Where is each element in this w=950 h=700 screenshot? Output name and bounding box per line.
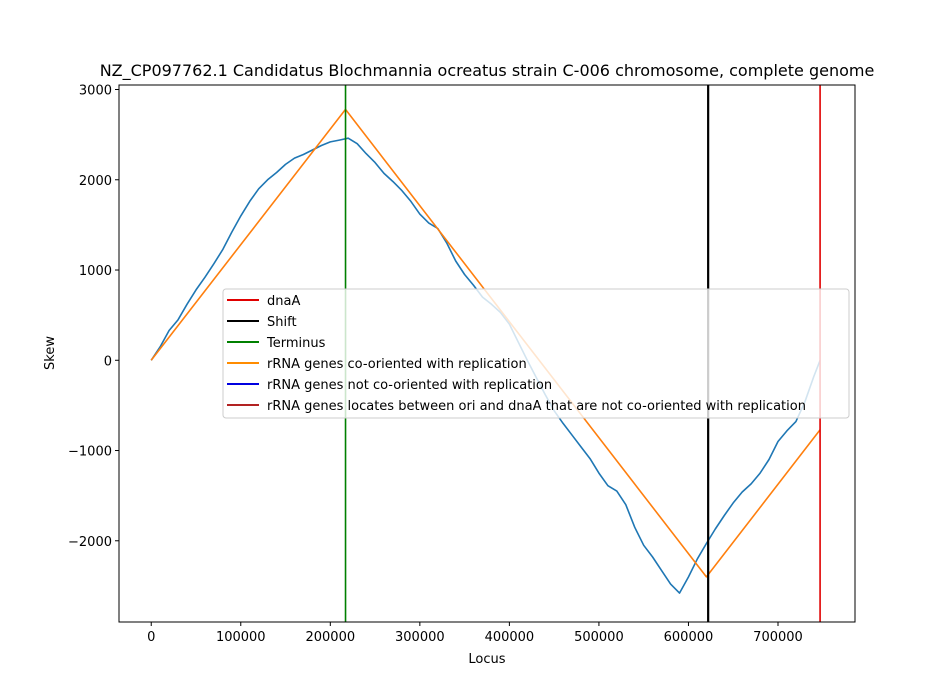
y-tick-label: −2000 (68, 535, 112, 550)
legend-label: Terminus (266, 336, 326, 351)
y-tick-label: −1000 (68, 445, 112, 460)
x-tick-label: 600000 (664, 630, 714, 645)
y-tick-label: 2000 (79, 174, 112, 189)
plot-frame (118, 84, 856, 623)
x-axis: 0 100000 200000 300000 400000 500000 600000 700… (147, 622, 803, 645)
legend-label: rRNA genes not co-oriented with replicat… (267, 378, 552, 393)
x-tick-label: 200000 (305, 630, 355, 645)
legend-label: dnaA (267, 294, 300, 309)
x-tick-label: 0 (147, 630, 155, 645)
x-tick-label: 100000 (216, 630, 266, 645)
x-axis-label: Locus (468, 652, 505, 667)
legend-box (222, 288, 850, 419)
y-tick-label: 3000 (79, 84, 112, 99)
x-tick-label: 400000 (485, 630, 535, 645)
y-axis: −2000 −1000 0 1000 2000 3000 (68, 84, 119, 550)
y-tick-label: 1000 (79, 264, 112, 279)
legend-label: rRNA genes locates between ori and dnaA … (267, 399, 806, 414)
x-tick-label: 300000 (395, 630, 445, 645)
legend: dnaA Shift Terminus rRNA genes co-oriented … (222, 288, 850, 419)
y-tick-label: 0 (104, 354, 112, 369)
x-tick-label: 700000 (753, 630, 803, 645)
legend-label: Shift (267, 315, 297, 330)
legend-label: rRNA genes co-oriented with replication (267, 357, 527, 372)
chart-title: NZ_CP097762.1 Candidatus Blochmannia ocr… (100, 61, 875, 81)
y-axis-label: Skew (43, 336, 58, 370)
x-tick-label: 500000 (574, 630, 624, 645)
